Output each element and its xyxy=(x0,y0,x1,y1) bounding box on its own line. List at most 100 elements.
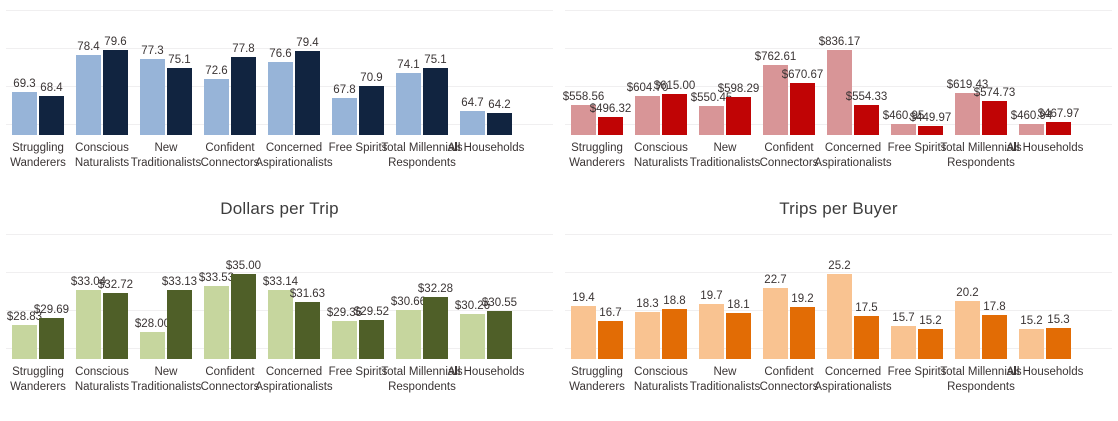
chart-title: Trips per Buyer xyxy=(779,199,898,218)
bar: $33.53 xyxy=(199,272,234,359)
bar-value-label: 68.4 xyxy=(40,81,63,94)
bar-group: 69.3 68.4 Struggling Wanderers xyxy=(10,10,66,170)
bar: 19.4 xyxy=(571,292,596,359)
bar: $496.32 xyxy=(590,103,631,135)
bar: 22.7 xyxy=(763,274,788,359)
bar-group: $460.94 $467.97 All Households xyxy=(1007,10,1084,170)
bar-group: 72.6 77.8 Confident Connectors xyxy=(201,10,260,170)
bar-group: 25.2 17.5 Concerned Aspirationalists xyxy=(814,234,891,394)
bar-groups: $28.83 $29.69 Struggling Wanderers $33.04 $3… xyxy=(0,234,559,394)
bar-value-label: $496.32 xyxy=(589,102,632,115)
bar-group: $30.26 $30.55 All Households xyxy=(448,234,525,394)
bar: 16.7 xyxy=(598,307,623,359)
category-label: New Traditionalists xyxy=(130,366,202,393)
bar-value-label: $619.43 xyxy=(946,78,989,91)
bar-pair: 19.7 18.1 xyxy=(697,234,753,359)
bar-value-label: 69.3 xyxy=(13,78,36,91)
bar-pair: 15.7 15.2 xyxy=(889,234,945,359)
bar-value-label: $29.69 xyxy=(33,304,70,317)
bar-group: 18.3 18.8 Conscious Naturalists xyxy=(633,234,689,394)
bar: $460.95 xyxy=(883,110,924,135)
chart-top-left: 69.3 68.4 Struggling Wanderers 78.4 79.6 Cons… xyxy=(0,0,559,196)
bar-pair: $460.95 $449.97 xyxy=(883,10,951,135)
category-label: Concerned Aspirationalists xyxy=(255,366,333,393)
bar-pair: $460.94 $467.97 xyxy=(1011,10,1079,135)
bar: $29.36 xyxy=(327,307,362,359)
bar: $762.61 xyxy=(755,51,796,135)
bar-value-label: 75.1 xyxy=(168,54,191,67)
bar-value-label: $467.97 xyxy=(1037,108,1080,121)
bar-value-label: $30.26 xyxy=(454,299,491,312)
bar-value-label: $31.63 xyxy=(289,288,326,301)
bar: $460.94 xyxy=(1011,110,1052,135)
bar: $28.83 xyxy=(7,311,42,359)
bar-group: 67.8 70.9 Free Spirits xyxy=(329,10,388,170)
bar: 64.7 xyxy=(460,97,485,135)
bar-pair: $762.61 $670.67 xyxy=(755,10,823,135)
bar: $574.73 xyxy=(974,87,1015,135)
bar: $836.17 xyxy=(819,36,860,135)
bar: 15.2 xyxy=(1019,315,1044,359)
category-label: Confident Connectors xyxy=(200,366,260,393)
bar-group: 74.1 75.1 Total Millennials Respondents xyxy=(381,10,462,170)
category-label: New Traditionalists xyxy=(130,142,202,169)
bar-pair: 78.4 79.6 xyxy=(74,10,130,135)
bar-value-label: 25.2 xyxy=(828,260,851,272)
bar-group: $33.53 $35.00 Confident Connectors xyxy=(199,234,261,394)
bar-group: $28.83 $29.69 Struggling Wanderers xyxy=(7,234,70,394)
gridline xyxy=(6,234,553,235)
bar-pair: $29.36 $29.52 xyxy=(327,234,389,359)
bar-pair: 19.4 16.7 xyxy=(569,234,625,359)
bar-value-label: 15.7 xyxy=(892,312,915,325)
gridline xyxy=(565,10,1112,11)
bar-group: 19.4 16.7 Struggling Wanderers xyxy=(569,234,625,394)
bar-value-label: 15.2 xyxy=(1020,314,1043,327)
chart-title: Dollars per Trip xyxy=(220,199,339,218)
bar-group: $836.17 $554.33 Concerned Aspirationalists xyxy=(814,10,891,170)
category-label: Conscious Naturalists xyxy=(74,366,130,393)
bar-pair: $558.56 $496.32 xyxy=(563,10,631,135)
bar-value-label: $30.66 xyxy=(390,296,427,309)
bar-group: $29.36 $29.52 Free Spirits xyxy=(327,234,389,394)
category-label: Conscious Naturalists xyxy=(633,366,689,393)
bar: 64.2 xyxy=(487,99,512,135)
bar-pair: $33.14 $31.63 xyxy=(263,234,326,359)
bar-group: 20.2 17.8 Total Millennials Respondents xyxy=(940,234,1021,394)
bar: 78.4 xyxy=(76,41,101,135)
category-label: Free Spirits xyxy=(328,142,388,154)
bar-value-label: 15.3 xyxy=(1047,314,1070,327)
bar-pair: 72.6 77.8 xyxy=(202,10,258,135)
plot-area: $28.83 $29.69 Struggling Wanderers $33.04 $3… xyxy=(0,234,559,393)
category-label: Free Spirits xyxy=(887,142,947,154)
category-label: New Traditionalists xyxy=(689,366,761,393)
bar-value-label: 18.3 xyxy=(636,297,659,310)
bar: $467.97 xyxy=(1038,108,1079,135)
bar-group: 22.7 19.2 Confident Connectors xyxy=(760,234,819,394)
category-label: Free Spirits xyxy=(328,366,388,378)
category-label: New Traditionalists xyxy=(689,142,761,169)
bar-value-label: 79.4 xyxy=(296,36,319,49)
bar-pair: 15.2 15.3 xyxy=(1017,234,1073,359)
bar-group: 77.3 75.1 New Traditionalists xyxy=(131,10,202,170)
bar-value-label: $558.56 xyxy=(562,90,605,103)
bar-value-label: 20.2 xyxy=(956,287,979,300)
bar-value-label: $554.33 xyxy=(845,91,888,104)
bar: $33.14 xyxy=(263,276,298,359)
bar-value-label: $550.45 xyxy=(690,92,733,105)
category-label: Concerned Aspirationalists xyxy=(814,142,892,169)
bar-pair: $550.45 $598.29 xyxy=(691,10,759,135)
bar-group: $460.95 $449.97 Free Spirits xyxy=(883,10,952,170)
bar-value-label: $836.17 xyxy=(818,36,861,48)
bar-value-label: 19.7 xyxy=(700,290,723,303)
category-label: All Households xyxy=(1006,142,1084,154)
gridline xyxy=(565,48,1112,49)
bar: $449.97 xyxy=(910,112,951,135)
bar-pair: 18.3 18.8 xyxy=(633,234,689,359)
plot-area: 69.3 68.4 Struggling Wanderers 78.4 79.6 Cons… xyxy=(0,10,559,169)
bar-pair: 74.1 75.1 xyxy=(394,10,450,135)
bar: 79.6 xyxy=(103,36,128,135)
bar-value-label: $29.36 xyxy=(326,307,363,319)
bar: 69.3 xyxy=(12,78,37,135)
category-label: Conscious Naturalists xyxy=(633,142,689,169)
bar: 17.5 xyxy=(854,302,879,359)
